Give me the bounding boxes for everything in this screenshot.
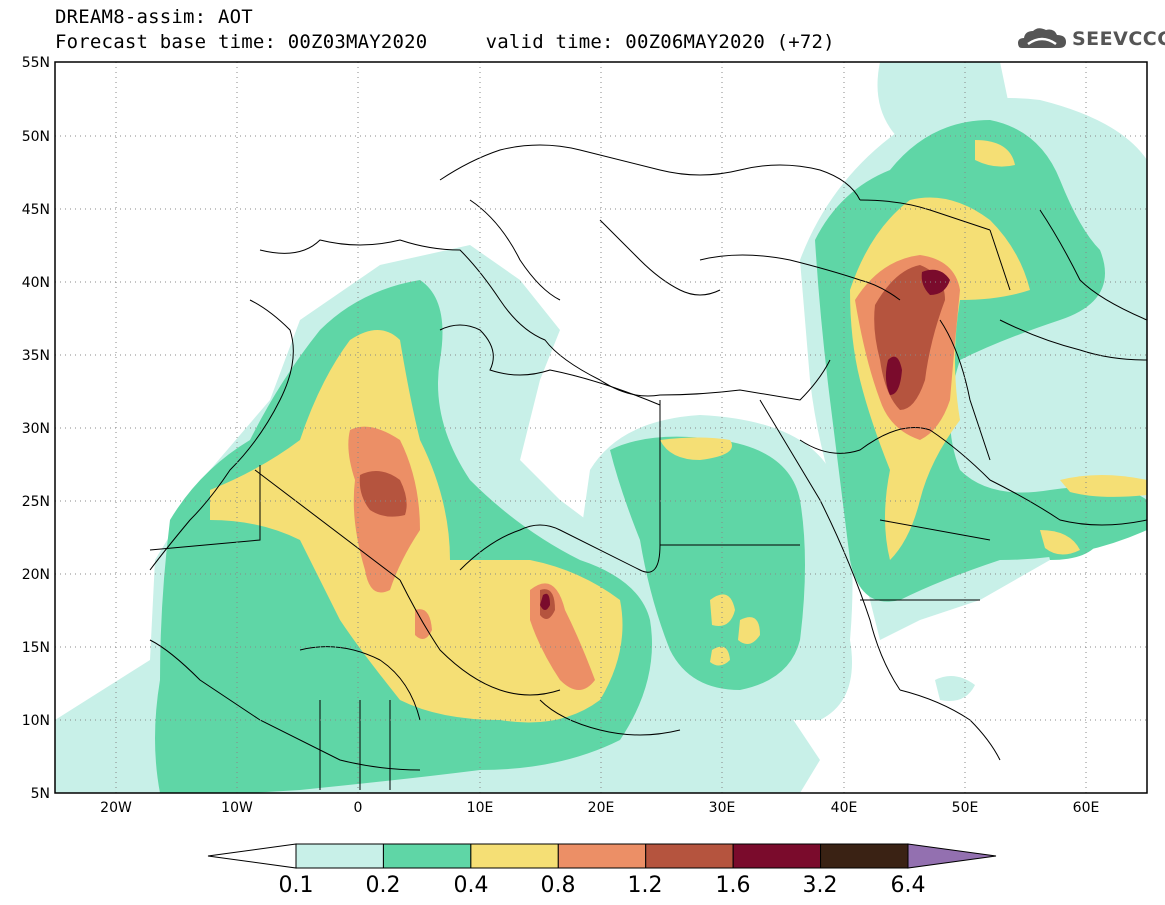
lon-label: 20E bbox=[588, 800, 615, 816]
map-grid bbox=[55, 62, 1147, 793]
lat-label: 20N bbox=[22, 567, 50, 583]
colorbar-swatch bbox=[382, 843, 472, 869]
colorbar-label: 0.2 bbox=[366, 873, 401, 898]
lat-label: 40N bbox=[22, 275, 50, 291]
colorbar-over-triangle bbox=[907, 843, 997, 869]
colorbar-under-triangle bbox=[207, 843, 297, 869]
colorbar-swatch bbox=[820, 843, 909, 869]
lat-label: 45N bbox=[22, 202, 50, 218]
cloud-icon bbox=[1018, 28, 1066, 48]
colorbar-label: 0.1 bbox=[279, 873, 314, 898]
lat-label: 35N bbox=[22, 348, 50, 364]
map-title: DREAM8-assim: AOT bbox=[55, 6, 253, 28]
lat-label: 5N bbox=[31, 786, 50, 802]
colorbar-label: 0.4 bbox=[454, 873, 489, 898]
colorbar-swatch bbox=[732, 843, 822, 869]
colorbar-swatch bbox=[470, 843, 559, 869]
aot-shading bbox=[55, 62, 1147, 793]
lat-label: 15N bbox=[22, 640, 50, 656]
lon-label: 60E bbox=[1073, 800, 1100, 816]
lat-label: 30N bbox=[22, 421, 50, 437]
forecast-time-subtitle: Forecast base time: 00Z03MAY2020 valid t… bbox=[55, 31, 835, 53]
longitude-labels: 20W 10W 0 10E 20E 30E 40E 50E 60E bbox=[100, 800, 1099, 816]
colorbar-swatch bbox=[645, 843, 734, 869]
seevccc-logo: SEEVCCC bbox=[1072, 28, 1165, 50]
colorbar-label: 0.8 bbox=[541, 873, 576, 898]
lon-label: 30E bbox=[709, 800, 736, 816]
lon-label: 10W bbox=[221, 800, 253, 816]
colorbar-label: 1.6 bbox=[716, 873, 751, 898]
lon-label: 0 bbox=[354, 800, 363, 816]
latitude-labels: 55N 50N 45N 40N 35N 30N 25N 20N 15N 10N … bbox=[22, 55, 50, 802]
map-frame bbox=[54, 61, 1148, 794]
colorbar-label: 3.2 bbox=[803, 873, 838, 898]
lat-label: 10N bbox=[22, 713, 50, 729]
lon-label: 20W bbox=[100, 800, 132, 816]
lon-label: 40E bbox=[831, 800, 858, 816]
colorbar-label: 1.2 bbox=[628, 873, 663, 898]
colorbar-swatch bbox=[557, 843, 647, 869]
lat-label: 55N bbox=[22, 55, 50, 71]
lat-label: 50N bbox=[22, 129, 50, 145]
lon-label: 10E bbox=[467, 800, 494, 816]
colorbar-label: 6.4 bbox=[891, 873, 926, 898]
lat-label: 25N bbox=[22, 494, 50, 510]
lon-label: 50E bbox=[952, 800, 979, 816]
colorbar: 0.1 0.2 0.4 0.8 1.2 1.6 3.2 6.4 bbox=[207, 843, 997, 898]
colorbar-swatch bbox=[295, 843, 384, 869]
